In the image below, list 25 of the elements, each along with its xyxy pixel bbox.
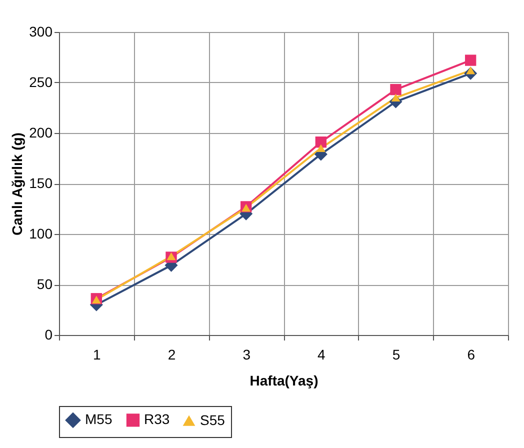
- x-tick-label: 2: [168, 346, 176, 362]
- x-tick-label: 6: [467, 346, 476, 362]
- y-tick-label: 0: [44, 326, 53, 342]
- x-tick-label: 4: [318, 346, 326, 362]
- y-tick-label: 100: [29, 226, 53, 242]
- y-tick-label: 300: [29, 24, 53, 40]
- y-tick-label: 150: [29, 175, 53, 191]
- y-tick-label: 200: [29, 124, 53, 140]
- legend-label: M55: [85, 411, 112, 428]
- point: [92, 296, 101, 304]
- point: [316, 144, 326, 152]
- x-tick-label: 1: [93, 346, 102, 362]
- y-tick-label: 250: [29, 74, 53, 90]
- point: [242, 204, 251, 212]
- legend-label: R33: [144, 411, 170, 428]
- x-tick-label: 3: [242, 346, 251, 362]
- point: [166, 252, 176, 260]
- point: [464, 54, 476, 66]
- y-axis-title: Canlı Ağırlık (g): [9, 132, 26, 236]
- y-tick-label: 50: [36, 276, 53, 292]
- point: [315, 136, 327, 148]
- x-tick-label: 5: [392, 346, 400, 362]
- x-axis-title: Hafta(Yaş): [250, 372, 318, 388]
- point: [390, 84, 402, 96]
- legend-label: S55: [200, 412, 226, 428]
